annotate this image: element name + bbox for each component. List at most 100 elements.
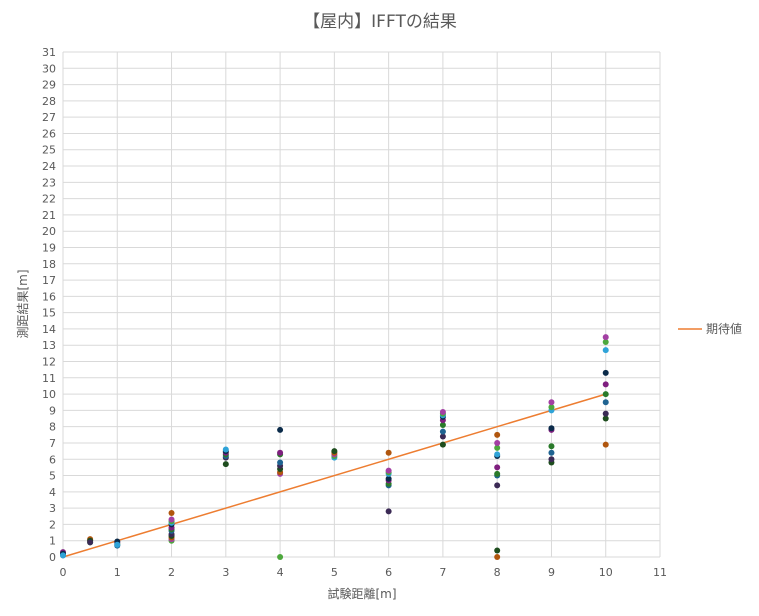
y-tick-label: 18 — [42, 258, 56, 271]
x-tick-label: 2 — [168, 566, 175, 579]
data-point — [602, 381, 609, 388]
y-tick-label: 16 — [42, 290, 56, 303]
data-point — [602, 410, 609, 417]
data-point — [439, 409, 446, 416]
y-tick-label: 30 — [42, 62, 56, 75]
y-tick-label: 14 — [42, 323, 56, 336]
data-point — [494, 431, 501, 438]
y-tick-label: 0 — [49, 551, 56, 564]
data-point — [602, 415, 609, 422]
y-tick-label: 19 — [42, 241, 56, 254]
x-tick-label: 1 — [114, 566, 121, 579]
x-tick-label: 9 — [548, 566, 555, 579]
y-tick-label: 6 — [49, 453, 56, 466]
y-tick-label: 26 — [42, 127, 56, 140]
data-point — [385, 467, 392, 474]
y-tick-label: 20 — [42, 225, 56, 238]
data-point — [331, 448, 338, 455]
data-point — [277, 426, 284, 433]
data-point — [548, 425, 555, 432]
x-tick-label: 3 — [222, 566, 229, 579]
x-tick-label: 11 — [653, 566, 667, 579]
x-tick-label: 8 — [494, 566, 501, 579]
x-tick-label: 0 — [60, 566, 67, 579]
y-tick-label: 25 — [42, 144, 56, 157]
data-point — [222, 461, 229, 468]
data-point — [602, 338, 609, 345]
x-axis-title: 試験距離[m] — [327, 586, 396, 601]
y-tick-label: 24 — [42, 160, 56, 173]
legend: 期待値 — [678, 321, 742, 336]
gridlines — [62, 51, 661, 558]
expected-value-line-layer — [62, 393, 606, 558]
data-point — [494, 482, 501, 489]
expected-value-line — [62, 393, 606, 558]
y-tick-label: 1 — [49, 535, 56, 548]
data-point — [494, 444, 501, 451]
data-point — [602, 347, 609, 354]
data-point — [602, 334, 609, 341]
data-point — [494, 451, 501, 458]
data-point — [494, 464, 501, 471]
y-tick-label: 15 — [42, 307, 56, 320]
legend-label-expected: 期待値 — [706, 321, 742, 336]
x-tick-label: 7 — [439, 566, 446, 579]
data-point — [385, 475, 392, 482]
data-point — [60, 552, 66, 559]
data-point — [114, 541, 121, 548]
data-point — [168, 516, 175, 523]
y-tick-label: 7 — [49, 437, 56, 450]
y-tick-label: 29 — [42, 79, 56, 92]
data-point — [494, 554, 501, 560]
data-point — [602, 399, 609, 406]
x-tick-label: 6 — [385, 566, 392, 579]
data-point — [494, 547, 501, 554]
data-point — [548, 404, 555, 411]
data-point — [222, 446, 229, 453]
y-tick-label: 28 — [42, 95, 56, 108]
y-tick-label: 8 — [49, 421, 56, 434]
y-tick-label: 3 — [49, 502, 56, 515]
y-tick-label: 10 — [42, 388, 56, 401]
data-point — [277, 554, 284, 560]
x-axis-ticks: 0 1 2 3 4 5 6 7 8 9 10 11 — [60, 566, 668, 579]
data-point — [602, 441, 609, 448]
data-point — [439, 433, 446, 440]
data-point — [385, 508, 392, 515]
data-point — [602, 391, 609, 398]
y-tick-label: 21 — [42, 209, 56, 222]
x-tick-label: 10 — [599, 566, 613, 579]
data-point — [439, 422, 446, 429]
y-tick-label: 23 — [42, 176, 56, 189]
y-tick-label: 31 — [42, 46, 56, 59]
data-point — [439, 441, 446, 448]
y-tick-label: 27 — [42, 111, 56, 124]
data-point — [439, 428, 446, 435]
y-tick-label: 11 — [42, 372, 56, 385]
y-tick-label: 17 — [42, 274, 56, 287]
y-tick-label: 9 — [49, 404, 56, 417]
data-point — [494, 439, 501, 446]
data-point — [548, 399, 555, 406]
chart-title: 【屋内】IFFTの結果 — [303, 12, 457, 32]
data-point — [548, 449, 555, 456]
data-point — [277, 459, 284, 466]
y-tick-label: 12 — [42, 356, 56, 369]
y-axis-ticks: 0123456789101112131415161718192021222324… — [42, 46, 56, 564]
y-tick-label: 4 — [49, 486, 56, 499]
data-point — [602, 369, 609, 376]
y-tick-label: 13 — [42, 339, 56, 352]
data-point — [277, 449, 284, 456]
data-point — [168, 510, 175, 517]
y-axis-title: 測距結果[m] — [16, 269, 30, 338]
data-point — [385, 449, 392, 456]
x-tick-label: 5 — [331, 566, 338, 579]
data-point — [87, 539, 94, 546]
y-tick-label: 5 — [49, 470, 56, 483]
data-point — [548, 456, 555, 463]
data-point — [548, 443, 555, 450]
y-tick-label: 22 — [42, 193, 56, 206]
measurement-points — [60, 334, 609, 560]
